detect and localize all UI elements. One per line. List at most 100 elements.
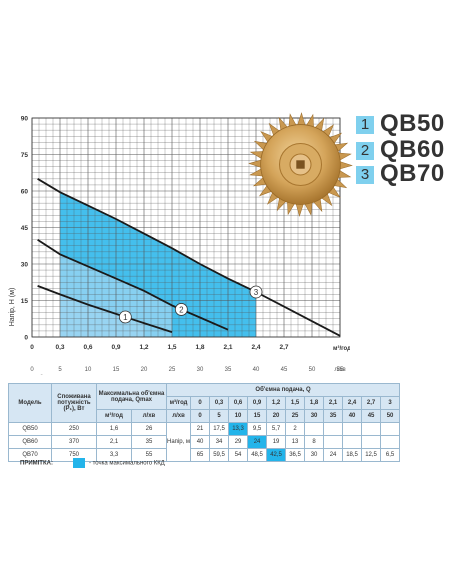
th-unit-m3: м³/год <box>165 396 192 410</box>
series-line-3 <box>37 178 341 337</box>
th-q-lpm: 15 <box>247 409 268 423</box>
cell-head-value <box>323 422 344 436</box>
cell-head-value: 17,5 <box>209 422 230 436</box>
cell-head-value <box>304 422 325 436</box>
th-q-m3: 1,8 <box>304 396 325 410</box>
cell-head-value: 54 <box>228 448 249 462</box>
y-tick-label: 15 <box>21 298 29 305</box>
table-row: QB50 250 1,6 26 Напір, м 21 17,5 13,3 9,5 5,7 2 <box>8 422 401 462</box>
impeller-image <box>248 112 353 217</box>
th-lpm: л/хв <box>131 409 167 423</box>
cell-qmax-m3: 2,1 <box>96 435 132 449</box>
cell-head-value: 65 <box>190 448 211 462</box>
table-row: QB60 370 2,1 35 40 34 29 24 19 13 8 <box>8 435 401 449</box>
impeller-tooth <box>295 202 304 217</box>
x-tick-label: 0,6 <box>83 344 92 351</box>
cell-power: 370 <box>51 435 97 449</box>
y-tick-label: 45 <box>21 225 29 232</box>
x-tick-label: 1,8 <box>195 344 204 351</box>
note: ПРИМІТКА: - точка максимального ККД <box>20 458 165 468</box>
curve-label-circle-3 <box>249 285 263 299</box>
th-q-lpm: 20 <box>266 409 287 423</box>
x-axis-label: Об'ємна подача, Q <box>32 374 102 375</box>
series-line-1 <box>37 285 173 333</box>
th-power: Споживана потужність (P₁), Вт <box>51 383 97 423</box>
x-tick-label-secondary: 20 <box>141 367 148 373</box>
th-q-lpm: 0 <box>190 409 211 423</box>
cell-head-value <box>380 435 401 449</box>
y-tick-label: 90 <box>21 116 29 123</box>
x-tick-label: 0,3 <box>55 344 64 351</box>
y-tick-label: 60 <box>21 189 29 196</box>
cell-head-value: 40 <box>190 435 211 449</box>
impeller-tooth <box>248 159 263 168</box>
cell-qmax-lpm: 35 <box>131 435 167 449</box>
th-q-lpm: 50 <box>380 409 401 423</box>
x-tick-label-secondary: 40 <box>253 367 260 373</box>
cell-power: 250 <box>51 422 97 436</box>
th-q-lpm: 5 <box>209 409 230 423</box>
th-q-m3: 0,3 <box>209 396 230 410</box>
x-unit-primary: м³/год <box>333 345 350 352</box>
x-unit-secondary: л/хв <box>334 367 345 373</box>
x-tick-label-secondary: 0 <box>30 367 34 373</box>
th-q-m3: 0,6 <box>228 396 249 410</box>
legend-item-qb70: 3 QB70 <box>356 160 452 188</box>
table-header-row: м³/год 0 0,3 0,6 0,9 1,2 1,5 1,8 2,1 2,4 2,7 3 <box>9 396 401 410</box>
th-q-lpm: 45 <box>361 409 382 423</box>
th-q-m3: 1,5 <box>285 396 306 410</box>
th-q-m3: 0,9 <box>247 396 268 410</box>
cell-head-value: 42,5 <box>266 448 287 462</box>
cell-head-value: 59,5 <box>209 448 230 462</box>
plot-frame <box>31 117 341 338</box>
highlight-swatch <box>72 458 85 468</box>
th-q-lpm: 40 <box>342 409 363 423</box>
cell-head-value <box>361 435 382 449</box>
cell-head-value <box>380 422 401 436</box>
cell-head-value: 34 <box>209 435 230 449</box>
cell-head-value: 2 <box>285 422 306 436</box>
cell-head-value: 13 <box>285 435 306 449</box>
curve-label-3: 3 <box>254 288 259 297</box>
x-tick-label: 2,1 <box>223 344 232 351</box>
table-row: QB70 750 3,3 55 65 59,5 54 48,5 42,5 36,5 30 24 18,5… <box>8 448 401 462</box>
th-m3: м³/год <box>96 409 132 423</box>
cell-head-value <box>361 422 382 436</box>
th-q-m3: 1,2 <box>266 396 287 410</box>
x-tick-label-secondary: 45 <box>281 367 288 373</box>
th-q-m3: 3 <box>380 396 401 410</box>
x-tick-label-secondary: 55 <box>337 367 344 373</box>
cell-head-value <box>323 435 344 449</box>
cell-head-value: 21 <box>190 422 211 436</box>
x-tick-label-secondary: 35 <box>225 367 232 373</box>
th-q-lpm: 10 <box>228 409 249 423</box>
cell-head-value: 8 <box>304 435 325 449</box>
legend-item-qb50: 1 QB50 <box>356 110 452 138</box>
th-q-m3: 2,1 <box>323 396 344 410</box>
cell-head-value: 36,5 <box>285 448 306 462</box>
th-q-lpm: 25 <box>285 409 306 423</box>
x-tick-label: 1,5 <box>167 344 176 351</box>
th-max: Максимальна об'ємна подача, Qmax <box>96 383 167 410</box>
x-tick-label: 2,7 <box>279 344 288 351</box>
cell-head-value <box>342 422 363 436</box>
x-tick-label-secondary: 30 <box>197 367 204 373</box>
y-tick-label: 75 <box>21 152 29 159</box>
x-tick-label-secondary: 25 <box>169 367 176 373</box>
cell-head-label: Напір, м <box>165 422 192 462</box>
cell-head-value: 24 <box>323 448 344 462</box>
cell-qmax-lpm: 55 <box>131 448 167 462</box>
y-axis-label: Напір, Н (м) <box>8 288 16 327</box>
cell-qmax-lpm: 26 <box>131 422 167 436</box>
cell-head-value: 29 <box>228 435 249 449</box>
cell-head-value: 30 <box>304 448 325 462</box>
th-q-lpm: 30 <box>304 409 325 423</box>
table-header-row: Модель Споживана потужність (P₁), Вт Мак… <box>8 383 401 423</box>
x-tick-label: 1,2 <box>139 344 148 351</box>
cell-head-value: 18,5 <box>342 448 363 462</box>
cell-head-value: 48,5 <box>247 448 268 462</box>
cell-model: QB60 <box>8 435 52 449</box>
y-tick-label: 0 <box>24 335 28 342</box>
x-tick-label-secondary: 10 <box>85 367 92 373</box>
